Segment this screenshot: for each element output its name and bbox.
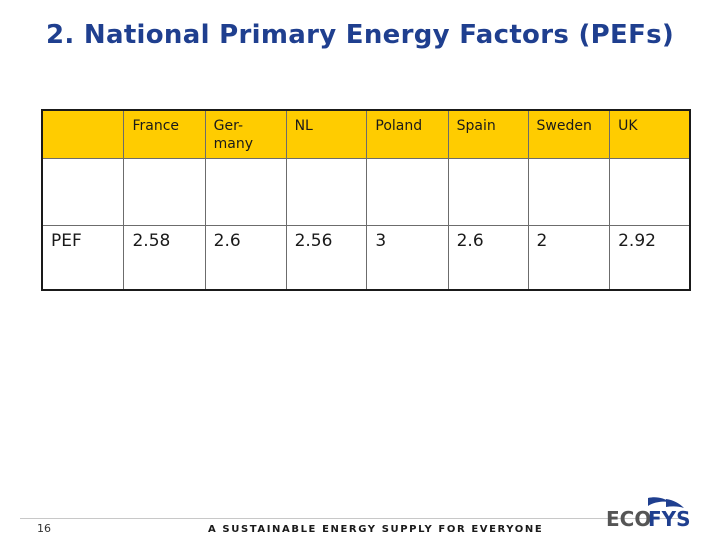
table-cell (447, 158, 529, 226)
ecofys-logo: ECO FYS (606, 497, 691, 530)
header-cell-germany: Ger- many (204, 110, 287, 159)
value-cell-france: 2.58 (123, 225, 206, 290)
table-cell (204, 158, 287, 226)
logo-text-eco: ECO (606, 507, 651, 530)
footer-tagline: A SUSTAINABLE ENERGY SUPPLY FOR EVERYONE (208, 524, 544, 535)
value-cell-nl: 2.56 (285, 225, 368, 290)
header-cell-empty (41, 110, 125, 159)
pef-table: France Ger- many NL Poland Spain Sweden … (41, 109, 691, 291)
logo-leaf-icon (648, 497, 684, 508)
header-cell-spain: Spain (447, 110, 529, 159)
value-cell-germany: 2.6 (204, 225, 287, 290)
page-number: 16 (37, 522, 51, 535)
value-cell-sweden: 2 (527, 225, 611, 290)
header-cell-nl: NL (285, 110, 368, 159)
table-header-row: France Ger- many NL Poland Spain Sweden … (41, 110, 691, 159)
table-row-pef: PEF 2.58 2.6 2.56 3 2.6 2 2.92 (41, 225, 691, 290)
table-cell (123, 158, 206, 226)
table-cell (41, 158, 125, 226)
footer-divider (20, 518, 688, 519)
header-cell-france: France (123, 110, 206, 159)
value-cell-poland: 3 (366, 225, 449, 290)
page-title: 2. National Primary Energy Factors (PEFs… (46, 20, 675, 50)
table-cell (285, 158, 368, 226)
header-cell-poland: Poland (366, 110, 449, 159)
table-cell (527, 158, 611, 226)
table-cell (366, 158, 449, 226)
header-cell-uk: UK (609, 110, 691, 159)
table-row-empty (41, 158, 691, 226)
header-cell-sweden: Sweden (527, 110, 611, 159)
value-cell-uk: 2.92 (609, 225, 691, 290)
row-label-pef: PEF (41, 225, 125, 290)
table-cell (609, 158, 691, 226)
logo-text-fys: FYS (648, 507, 691, 530)
value-cell-spain: 2.6 (447, 225, 529, 290)
